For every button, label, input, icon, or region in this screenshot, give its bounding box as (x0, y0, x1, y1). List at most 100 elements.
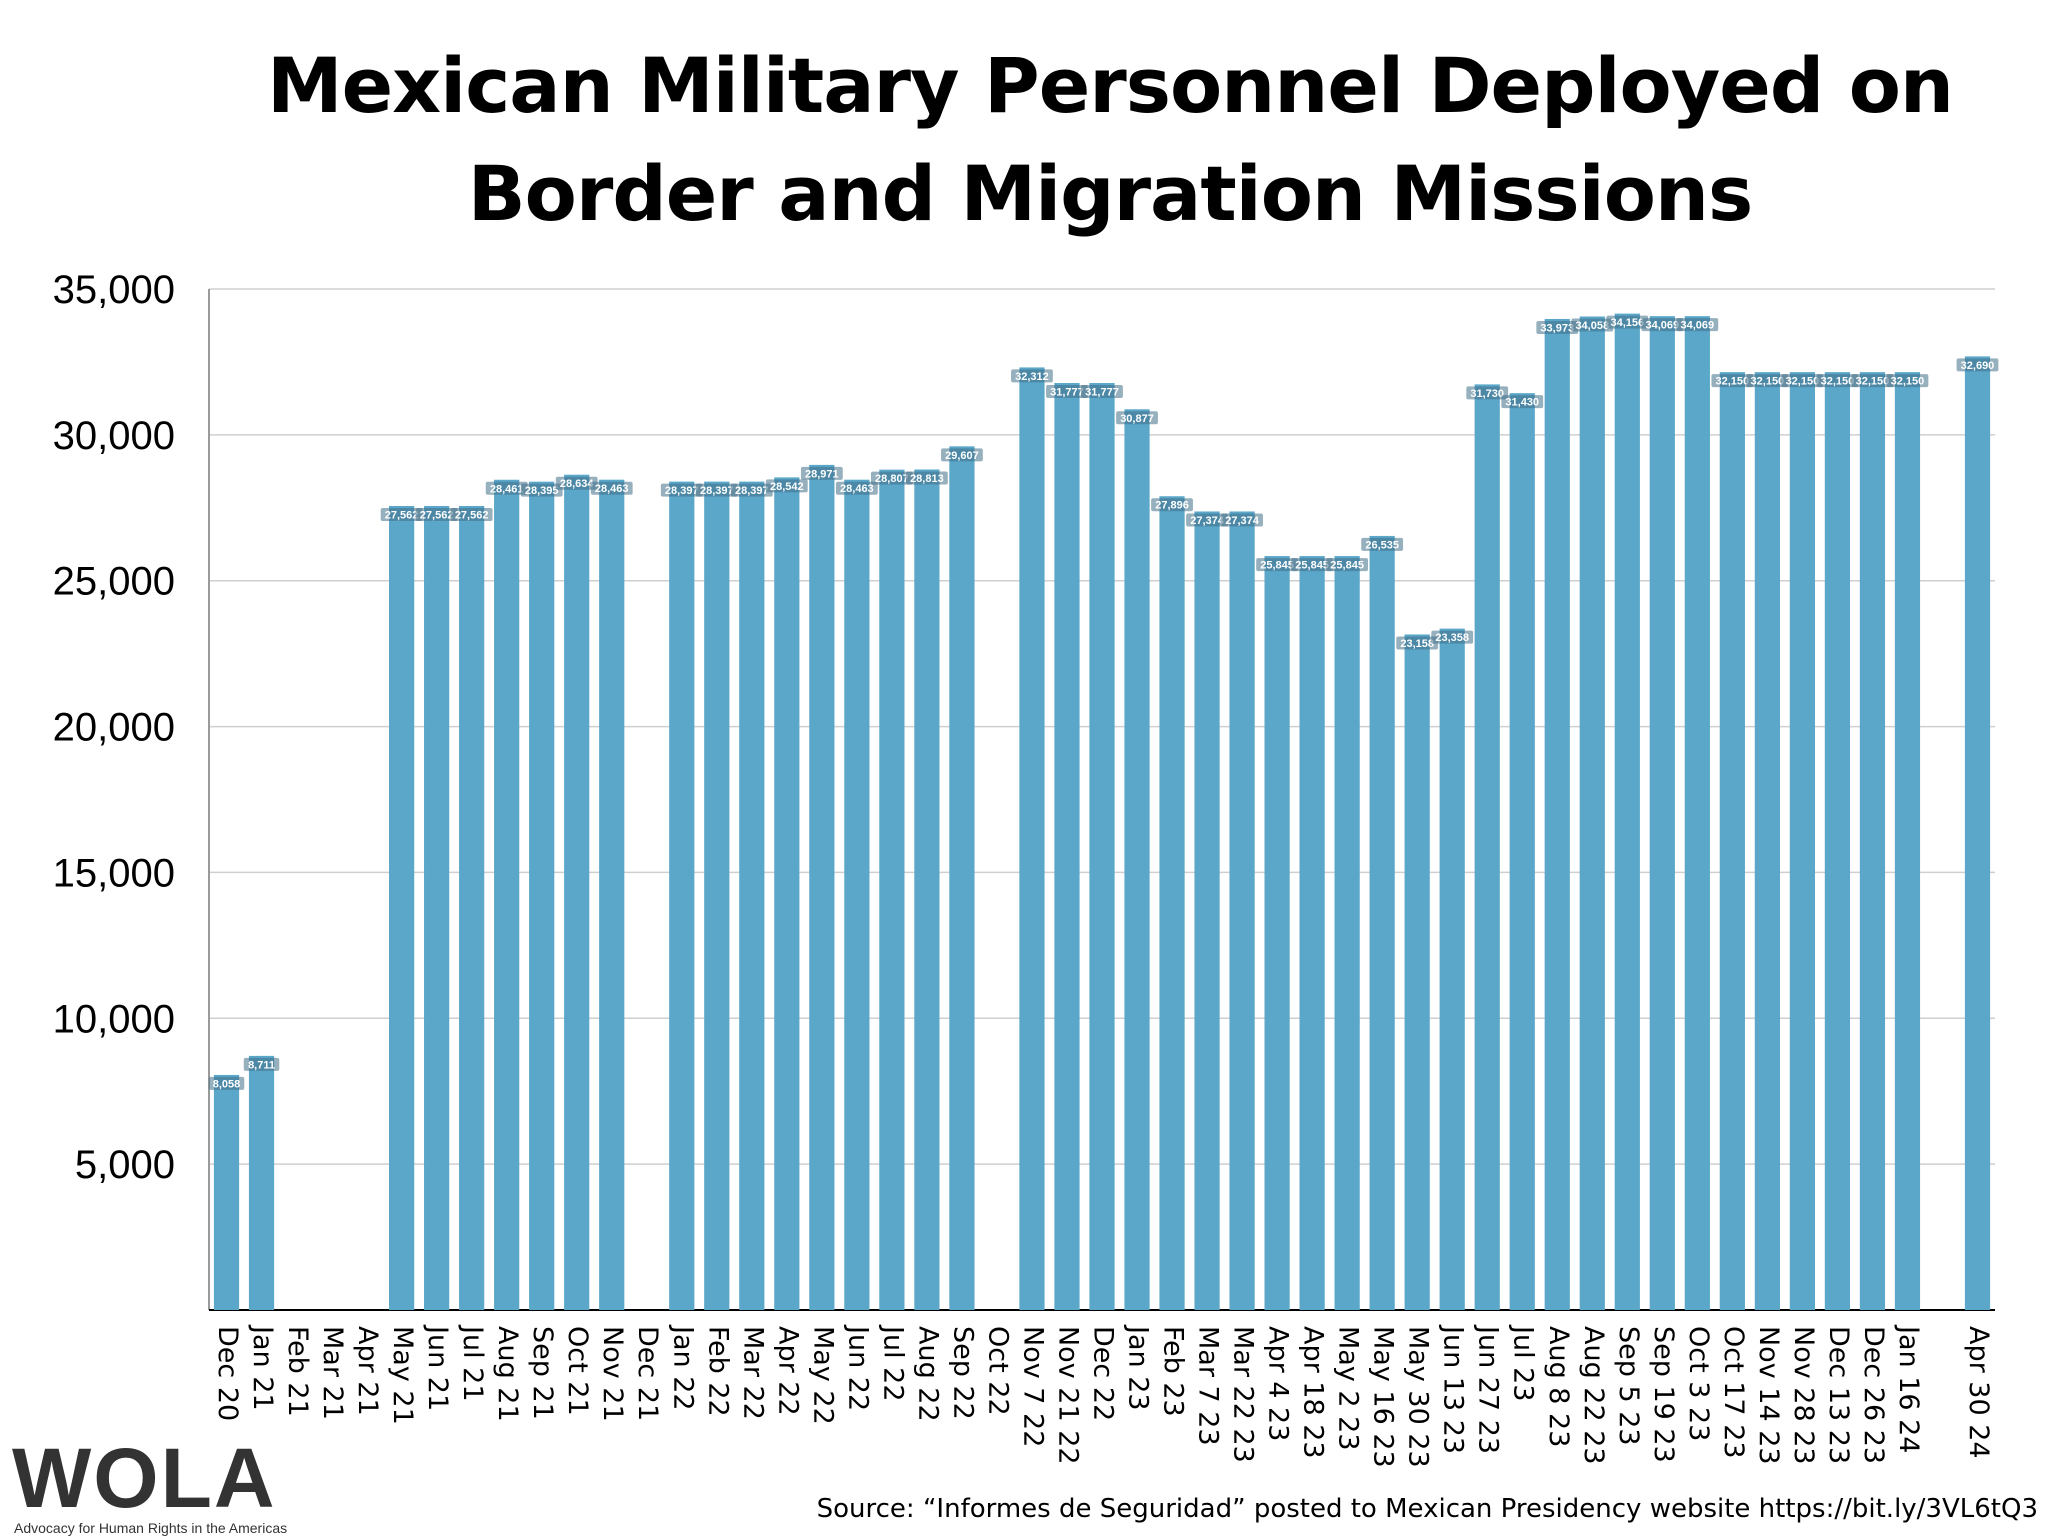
bar (949, 446, 975, 1310)
data-label: 27,896 (1155, 500, 1189, 512)
data-label: 28,397 (700, 485, 734, 497)
x-tick-label: Aug 22 23 (1578, 1326, 1609, 1465)
data-label-bg (1291, 558, 1334, 572)
data-label-bg (1186, 513, 1228, 527)
data-label-bg (800, 466, 843, 480)
bar (1439, 628, 1465, 1310)
bar (739, 481, 765, 1310)
bar (1089, 383, 1115, 1310)
data-label: 32,150 (1751, 376, 1785, 388)
bar (1299, 556, 1325, 1310)
data-label-bg (1466, 386, 1509, 400)
x-tick-label: May 16 23 (1368, 1326, 1399, 1468)
data-label-bg (1151, 498, 1193, 512)
bar (774, 477, 800, 1310)
data-label: 25,845 (1260, 560, 1294, 572)
data-label: 32,150 (1716, 376, 1750, 388)
data-label-bg (485, 481, 528, 495)
data-label: 32,150 (1786, 376, 1820, 388)
data-label-bg (1886, 374, 1929, 388)
x-tick-label: Mar 22 23 (1228, 1326, 1259, 1463)
data-label-bg (1011, 369, 1053, 383)
bar (389, 505, 415, 1311)
x-tick-label: Mar 21 (317, 1326, 348, 1420)
x-tick-label: Jan 21 (247, 1324, 278, 1411)
data-label-bg (1536, 320, 1579, 334)
wola-logo: WOLA Advocacy for Human Rights in the Am… (12, 1431, 312, 1536)
x-tick-label: Jul 22 (877, 1324, 908, 1402)
bar (1369, 535, 1395, 1310)
bar (529, 481, 555, 1311)
bar (1019, 367, 1045, 1310)
data-label: 25,845 (1330, 560, 1364, 572)
x-tick-label: Dec 26 23 (1858, 1326, 1889, 1464)
data-label: 23,158 (1400, 638, 1434, 650)
x-tick-label: Apr 4 23 (1263, 1326, 1294, 1441)
data-label: 31,730 (1470, 388, 1504, 400)
x-tick-label: Sep 19 23 (1648, 1326, 1679, 1463)
bar (1229, 511, 1255, 1310)
bar (1754, 372, 1780, 1311)
x-tick-label: Nov 7 22 (1017, 1326, 1048, 1447)
bar (1264, 556, 1290, 1310)
data-label: 8,711 (248, 1059, 275, 1071)
bar (1124, 409, 1150, 1310)
bar (844, 479, 870, 1311)
data-label: 30,877 (1120, 413, 1154, 425)
y-tick-label: 30,000 (53, 414, 175, 458)
bar (1789, 372, 1815, 1311)
x-tick-label: Feb 23 (1158, 1326, 1189, 1417)
data-label-bg (1256, 558, 1298, 572)
bar (1404, 634, 1430, 1310)
x-tick-label: Jan 23 (1123, 1324, 1154, 1411)
x-tick-label: Apr 18 23 (1298, 1326, 1329, 1459)
logo-tagline: Advocacy for Human Rights in the America… (14, 1520, 288, 1536)
data-label-bg (1711, 374, 1754, 388)
data-label-bg (660, 483, 703, 497)
bar (1544, 318, 1570, 1310)
data-label: 27,374 (1225, 515, 1260, 527)
data-label-bg (870, 471, 913, 485)
y-tick-label: 10,000 (53, 997, 175, 1041)
data-label: 28,542 (770, 481, 804, 493)
bar (1859, 372, 1886, 1311)
data-label-bg (1396, 636, 1439, 650)
x-tick-label: Feb 21 (282, 1326, 313, 1417)
x-tick-label: Apr 22 (772, 1326, 803, 1416)
data-label-bg (906, 471, 948, 485)
data-label-bg (1781, 374, 1824, 388)
x-tick-label: Aug 8 23 (1543, 1326, 1574, 1447)
bar (1684, 316, 1710, 1311)
data-label-bg (243, 1057, 280, 1071)
data-label-bg (1116, 411, 1158, 425)
data-label: 28,397 (665, 485, 699, 497)
data-label: 34,058 (1575, 320, 1609, 332)
data-label-bg (590, 481, 633, 495)
bar (1159, 496, 1185, 1310)
x-tick-label: Sep 22 (947, 1326, 978, 1420)
x-tick-label: Dec 21 (632, 1326, 663, 1421)
data-label: 28,463 (595, 483, 629, 495)
data-label-bg (1431, 630, 1474, 644)
data-label: 34,156 (1610, 317, 1644, 329)
bar (1964, 356, 1991, 1310)
data-label-bg (695, 483, 738, 497)
data-label-bg (1361, 537, 1404, 551)
x-tick-label: Mar 22 (737, 1326, 768, 1420)
data-label: 33,973 (1540, 322, 1574, 334)
x-tick-label: May 22 (807, 1326, 838, 1425)
bar (1054, 383, 1080, 1310)
data-label: 8,058 (213, 1078, 241, 1090)
bar (1194, 511, 1220, 1310)
x-tick-label: Oct 21 (562, 1326, 593, 1416)
data-label-bg (380, 507, 423, 521)
data-label: 27,562 (455, 509, 489, 521)
x-tick-label: Nov 21 22 (1052, 1326, 1083, 1465)
data-label-bg (1746, 374, 1789, 388)
data-label: 25,845 (1295, 560, 1329, 572)
x-tick-label: Jun 21 (422, 1324, 453, 1411)
x-tick-label: Jun 13 23 (1438, 1324, 1469, 1454)
bar (1579, 316, 1605, 1310)
data-label-bg (1571, 318, 1614, 332)
